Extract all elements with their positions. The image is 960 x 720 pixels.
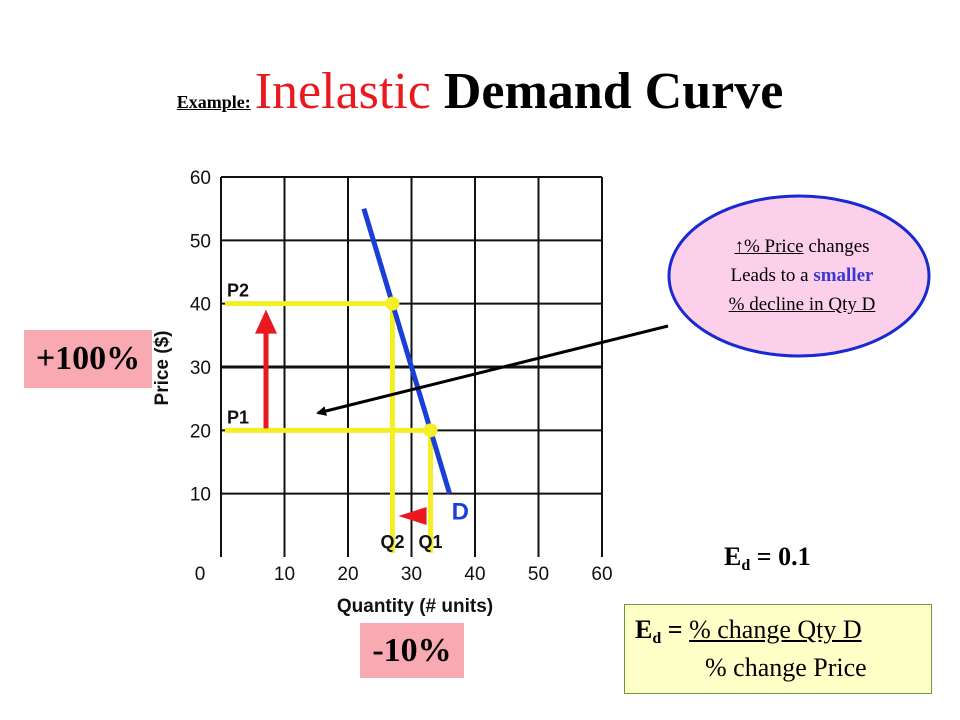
quantity-label: Q1 [419, 532, 443, 552]
demand-curve-line [361, 207, 452, 495]
x-tick-label: 30 [401, 564, 422, 585]
x-tick-label: 60 [591, 564, 612, 585]
x-tick-label: 0 [195, 564, 206, 585]
ed-symbol: E [724, 542, 742, 571]
formula-symbol: E [635, 615, 653, 644]
x-axis-title: Quantity (# units) [337, 596, 493, 617]
y-tick-label: 30 [190, 358, 211, 379]
elasticity-value: Ed = 0.1 [724, 542, 811, 575]
x-tick-label: 40 [464, 564, 485, 585]
y-tick-label: 40 [190, 295, 211, 316]
x-tick-label: 20 [337, 564, 358, 585]
callout-line1-rest: changes [803, 236, 870, 257]
y-tick-label: 10 [190, 485, 211, 506]
price-change-badge: +100% [24, 330, 152, 388]
price-point [423, 423, 438, 438]
formula-equals: = [661, 615, 690, 644]
callout-bubble [667, 194, 931, 358]
y-axis-title: Price ($) [152, 331, 173, 406]
x-tick-label: 10 [274, 564, 295, 585]
formula-denominator: % change Price [705, 653, 867, 682]
title-demand-curve: Demand Curve [430, 63, 784, 120]
ed-subscript: d [741, 557, 751, 574]
price-label: P2 [227, 281, 249, 301]
callout-pointer-arrow [316, 324, 669, 416]
x-tick-label: 50 [528, 564, 549, 585]
formula-subscript: d [652, 630, 662, 647]
callout-line3: % decline in Qty D [728, 294, 876, 315]
title-inelastic: Inelastic [254, 63, 431, 120]
callout-text: ↑% Price changes Leads to a smaller % de… [682, 232, 922, 319]
page-title: Example: Inelastic Demand Curve [0, 62, 960, 121]
callout-line1-underlined: ↑% Price [734, 236, 804, 257]
title-prefix: Example: [176, 92, 251, 112]
quantity-label: Q2 [380, 532, 404, 552]
y-tick-label: 60 [190, 168, 211, 189]
demand-curve-label: D [452, 499, 469, 526]
callout-line2-emphasis: smaller [813, 265, 874, 286]
price-point [385, 296, 400, 311]
quantity-decrease-arrowhead [398, 507, 427, 525]
y-tick-label: 50 [190, 231, 211, 252]
price-increase-arrowhead [255, 309, 277, 334]
callout-line2-pre: Leads to a [730, 265, 814, 286]
qty-change-badge: -10% [360, 623, 464, 678]
price-label: P1 [227, 407, 249, 427]
elasticity-formula: Ed = % change Qty D % change Price [624, 604, 932, 694]
y-tick-label: 20 [190, 421, 211, 442]
ed-value-text: = 0.1 [750, 542, 811, 571]
formula-numerator: % change Qty D [689, 615, 862, 644]
